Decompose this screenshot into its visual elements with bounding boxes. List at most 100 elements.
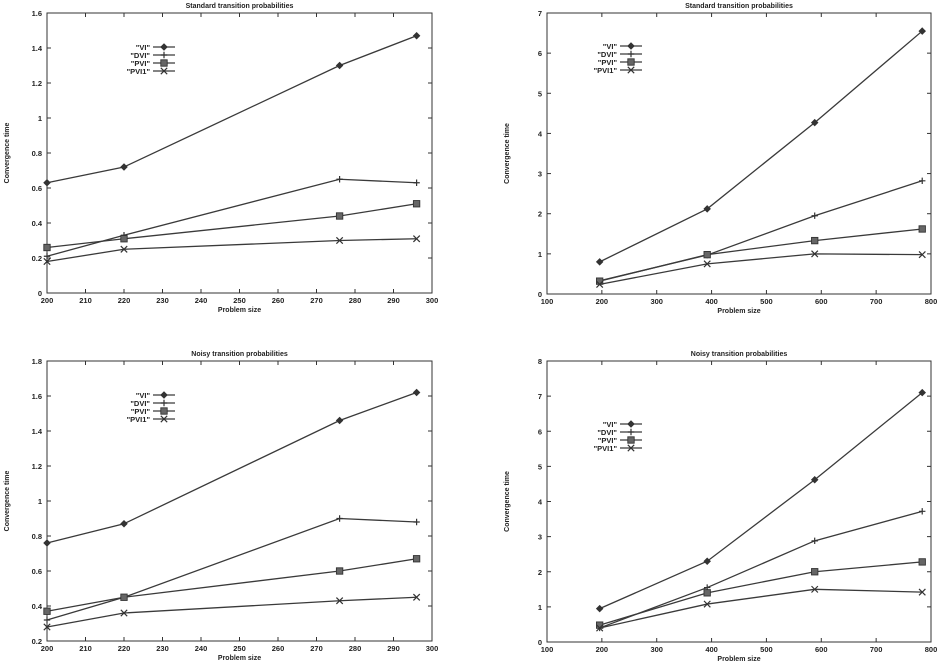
legend-label: "PVI": [131, 59, 151, 68]
series-line: [599, 510, 923, 629]
y-tick-label: 0.4: [32, 602, 43, 611]
y-tick-label: 3: [538, 533, 542, 542]
y-tick-label: 1.4: [32, 427, 43, 436]
series-diamond: [43, 388, 421, 547]
series-line: [599, 588, 923, 629]
data-point-diamond: [43, 178, 51, 187]
data-point-plus: [811, 537, 818, 545]
chart-panel-1: Standard transition probabilities Problem…: [4, 3, 438, 314]
legend-label: "PVI1": [127, 415, 151, 424]
data-point-square: [918, 225, 926, 233]
x-tick-label: 100: [541, 297, 554, 306]
data-point-square: [703, 589, 711, 597]
data-point-square: [43, 243, 51, 252]
legend-label: "VI": [603, 42, 618, 51]
y-axis-label: Convergence time: [4, 123, 11, 184]
y-tick-label: 1: [38, 114, 42, 123]
x-tick-label: 800: [925, 297, 938, 306]
legend-marker-cross: [627, 444, 635, 452]
series-diamond: [43, 31, 421, 187]
x-axis-label: Problem size: [218, 307, 261, 314]
series-line: [46, 238, 417, 263]
data-point-square: [120, 593, 128, 601]
y-tick-label: 1.2: [32, 462, 42, 471]
x-tick-label: 400: [705, 297, 718, 306]
data-point-diamond: [412, 31, 421, 40]
x-tick-label: 260: [272, 296, 285, 305]
x-tick-label: 240: [195, 644, 208, 653]
data-point-cross: [703, 260, 711, 268]
series-line: [599, 253, 923, 286]
data-point-diamond: [120, 163, 128, 171]
legend-marker-diamond: [160, 43, 168, 51]
data-point-diamond: [918, 388, 926, 397]
y-tick-label: 7: [538, 392, 542, 401]
y-tick-label: 1.6: [32, 9, 42, 18]
legend-marker-plus: [160, 399, 168, 407]
legend-label: "VI": [136, 391, 151, 400]
legend-marker-plus: [160, 51, 168, 59]
legend-label: "VI": [136, 43, 151, 52]
y-tick-label: 6: [538, 49, 542, 58]
data-point-cross: [412, 235, 421, 243]
legend-marker-cross: [627, 66, 635, 74]
series-line: [46, 596, 417, 628]
data-point-square: [811, 236, 819, 245]
x-tick-label: 300: [650, 297, 663, 306]
series-plus: [43, 176, 420, 260]
data-point-diamond: [595, 258, 604, 266]
x-tick-label: 290: [387, 644, 400, 653]
y-tick-label: 0.8: [32, 149, 42, 158]
data-point-plus: [336, 515, 343, 522]
x-tick-label: 230: [156, 644, 169, 653]
data-point-cross: [918, 588, 926, 596]
x-tick-label: 250: [233, 644, 246, 653]
data-point-diamond: [335, 416, 344, 425]
y-tick-label: 6: [538, 427, 542, 436]
legend-marker-square: [160, 59, 168, 67]
x-axis-label: Problem size: [218, 655, 261, 662]
x-tick-label: 230: [156, 296, 169, 305]
x-tick-label: 220: [118, 296, 131, 305]
chart-panel-3: Noisy transition probabilities Problem si…: [4, 351, 438, 662]
data-point-plus: [919, 508, 926, 515]
data-point-cross: [811, 585, 819, 593]
series-plus: [596, 177, 926, 284]
chart-title: Standard transition probabilities: [685, 3, 793, 10]
x-tick-label: 200: [41, 644, 54, 653]
data-point-cross: [596, 624, 604, 632]
y-tick-label: 1.6: [32, 392, 42, 401]
chart-title: Standard transition probabilities: [186, 3, 294, 10]
x-tick-label: 600: [815, 297, 828, 306]
data-point-square: [335, 567, 344, 575]
data-point-diamond: [43, 539, 51, 547]
legend-marker-cross: [160, 67, 168, 75]
data-point-square: [335, 212, 344, 220]
y-tick-label: 0.4: [32, 219, 43, 228]
legend-label: "DVI": [597, 428, 617, 437]
x-tick-label: 240: [195, 296, 208, 305]
series-square: [596, 225, 926, 285]
series-cross: [596, 250, 926, 288]
data-point-diamond: [595, 604, 604, 613]
data-point-cross: [335, 236, 344, 245]
legend-marker-diamond: [627, 42, 635, 50]
x-tick-label: 290: [387, 296, 400, 305]
x-axis-label: Problem size: [717, 308, 760, 315]
data-point-cross: [703, 600, 711, 608]
data-point-square: [412, 200, 421, 208]
data-point-plus: [413, 518, 420, 526]
chart-title: Noisy transition probabilities: [191, 351, 288, 358]
legend-label: "PVI": [598, 58, 618, 67]
data-point-diamond: [703, 205, 711, 213]
series-line: [599, 561, 923, 626]
x-tick-label: 500: [760, 645, 773, 654]
legend-label: "PVI1": [594, 444, 618, 453]
legend-marker-plus: [627, 428, 635, 436]
x-tick-label: 250: [233, 296, 246, 305]
data-point-diamond: [120, 519, 128, 528]
x-tick-label: 210: [79, 644, 92, 653]
x-tick-label: 260: [272, 644, 285, 653]
series-diamond: [595, 388, 926, 613]
